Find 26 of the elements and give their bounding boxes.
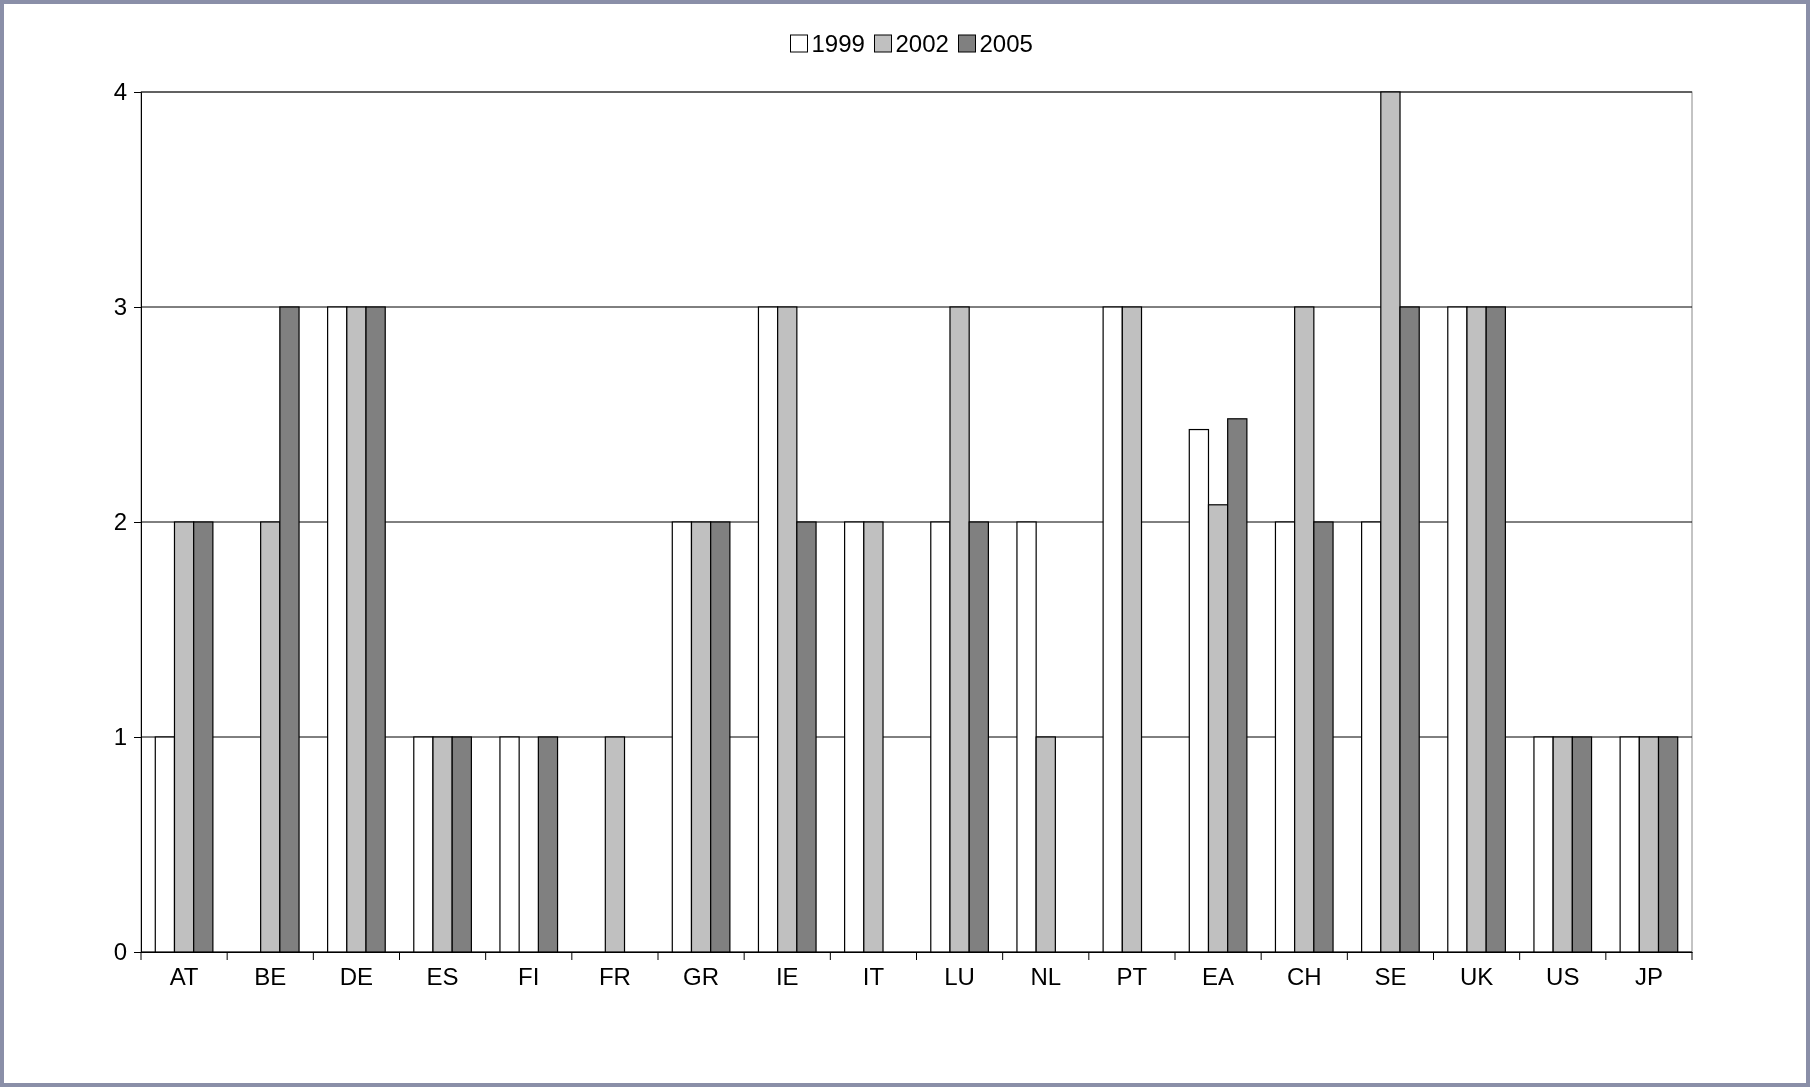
x-tick-label: IT bbox=[862, 963, 885, 991]
x-tick-label: FI bbox=[518, 963, 540, 991]
y-tick-label: 0 bbox=[113, 938, 127, 966]
x-tick-label: JP bbox=[1634, 963, 1663, 991]
x-tick-label: FR bbox=[598, 963, 631, 991]
legend-label: 1999 bbox=[811, 30, 865, 57]
legend-label: 2002 bbox=[895, 30, 949, 57]
x-tick-label: IE bbox=[775, 963, 799, 991]
x-tick-label: PT bbox=[1116, 963, 1148, 991]
x-tick-label: CH bbox=[1286, 963, 1322, 991]
x-tick-label: SE bbox=[1374, 963, 1407, 991]
y-tick-label: 1 bbox=[113, 723, 127, 751]
y-tick-label: 2 bbox=[113, 508, 127, 536]
x-tick-label: US bbox=[1546, 963, 1580, 991]
x-tick-label: GR bbox=[683, 963, 720, 991]
x-tick-label: DE bbox=[339, 963, 374, 991]
y-tick-label: 3 bbox=[113, 293, 127, 321]
x-tick-label: EA bbox=[1202, 963, 1235, 991]
x-tick-label: NL bbox=[1030, 963, 1062, 991]
x-tick-label: LU bbox=[944, 963, 975, 991]
y-tick-label: 4 bbox=[113, 78, 127, 106]
x-tick-label: BE bbox=[254, 963, 287, 991]
x-tick-label: UK bbox=[1459, 963, 1494, 991]
x-tick-label: AT bbox=[169, 963, 199, 991]
legend-label: 2005 bbox=[979, 30, 1033, 57]
x-tick-label: ES bbox=[426, 963, 459, 991]
